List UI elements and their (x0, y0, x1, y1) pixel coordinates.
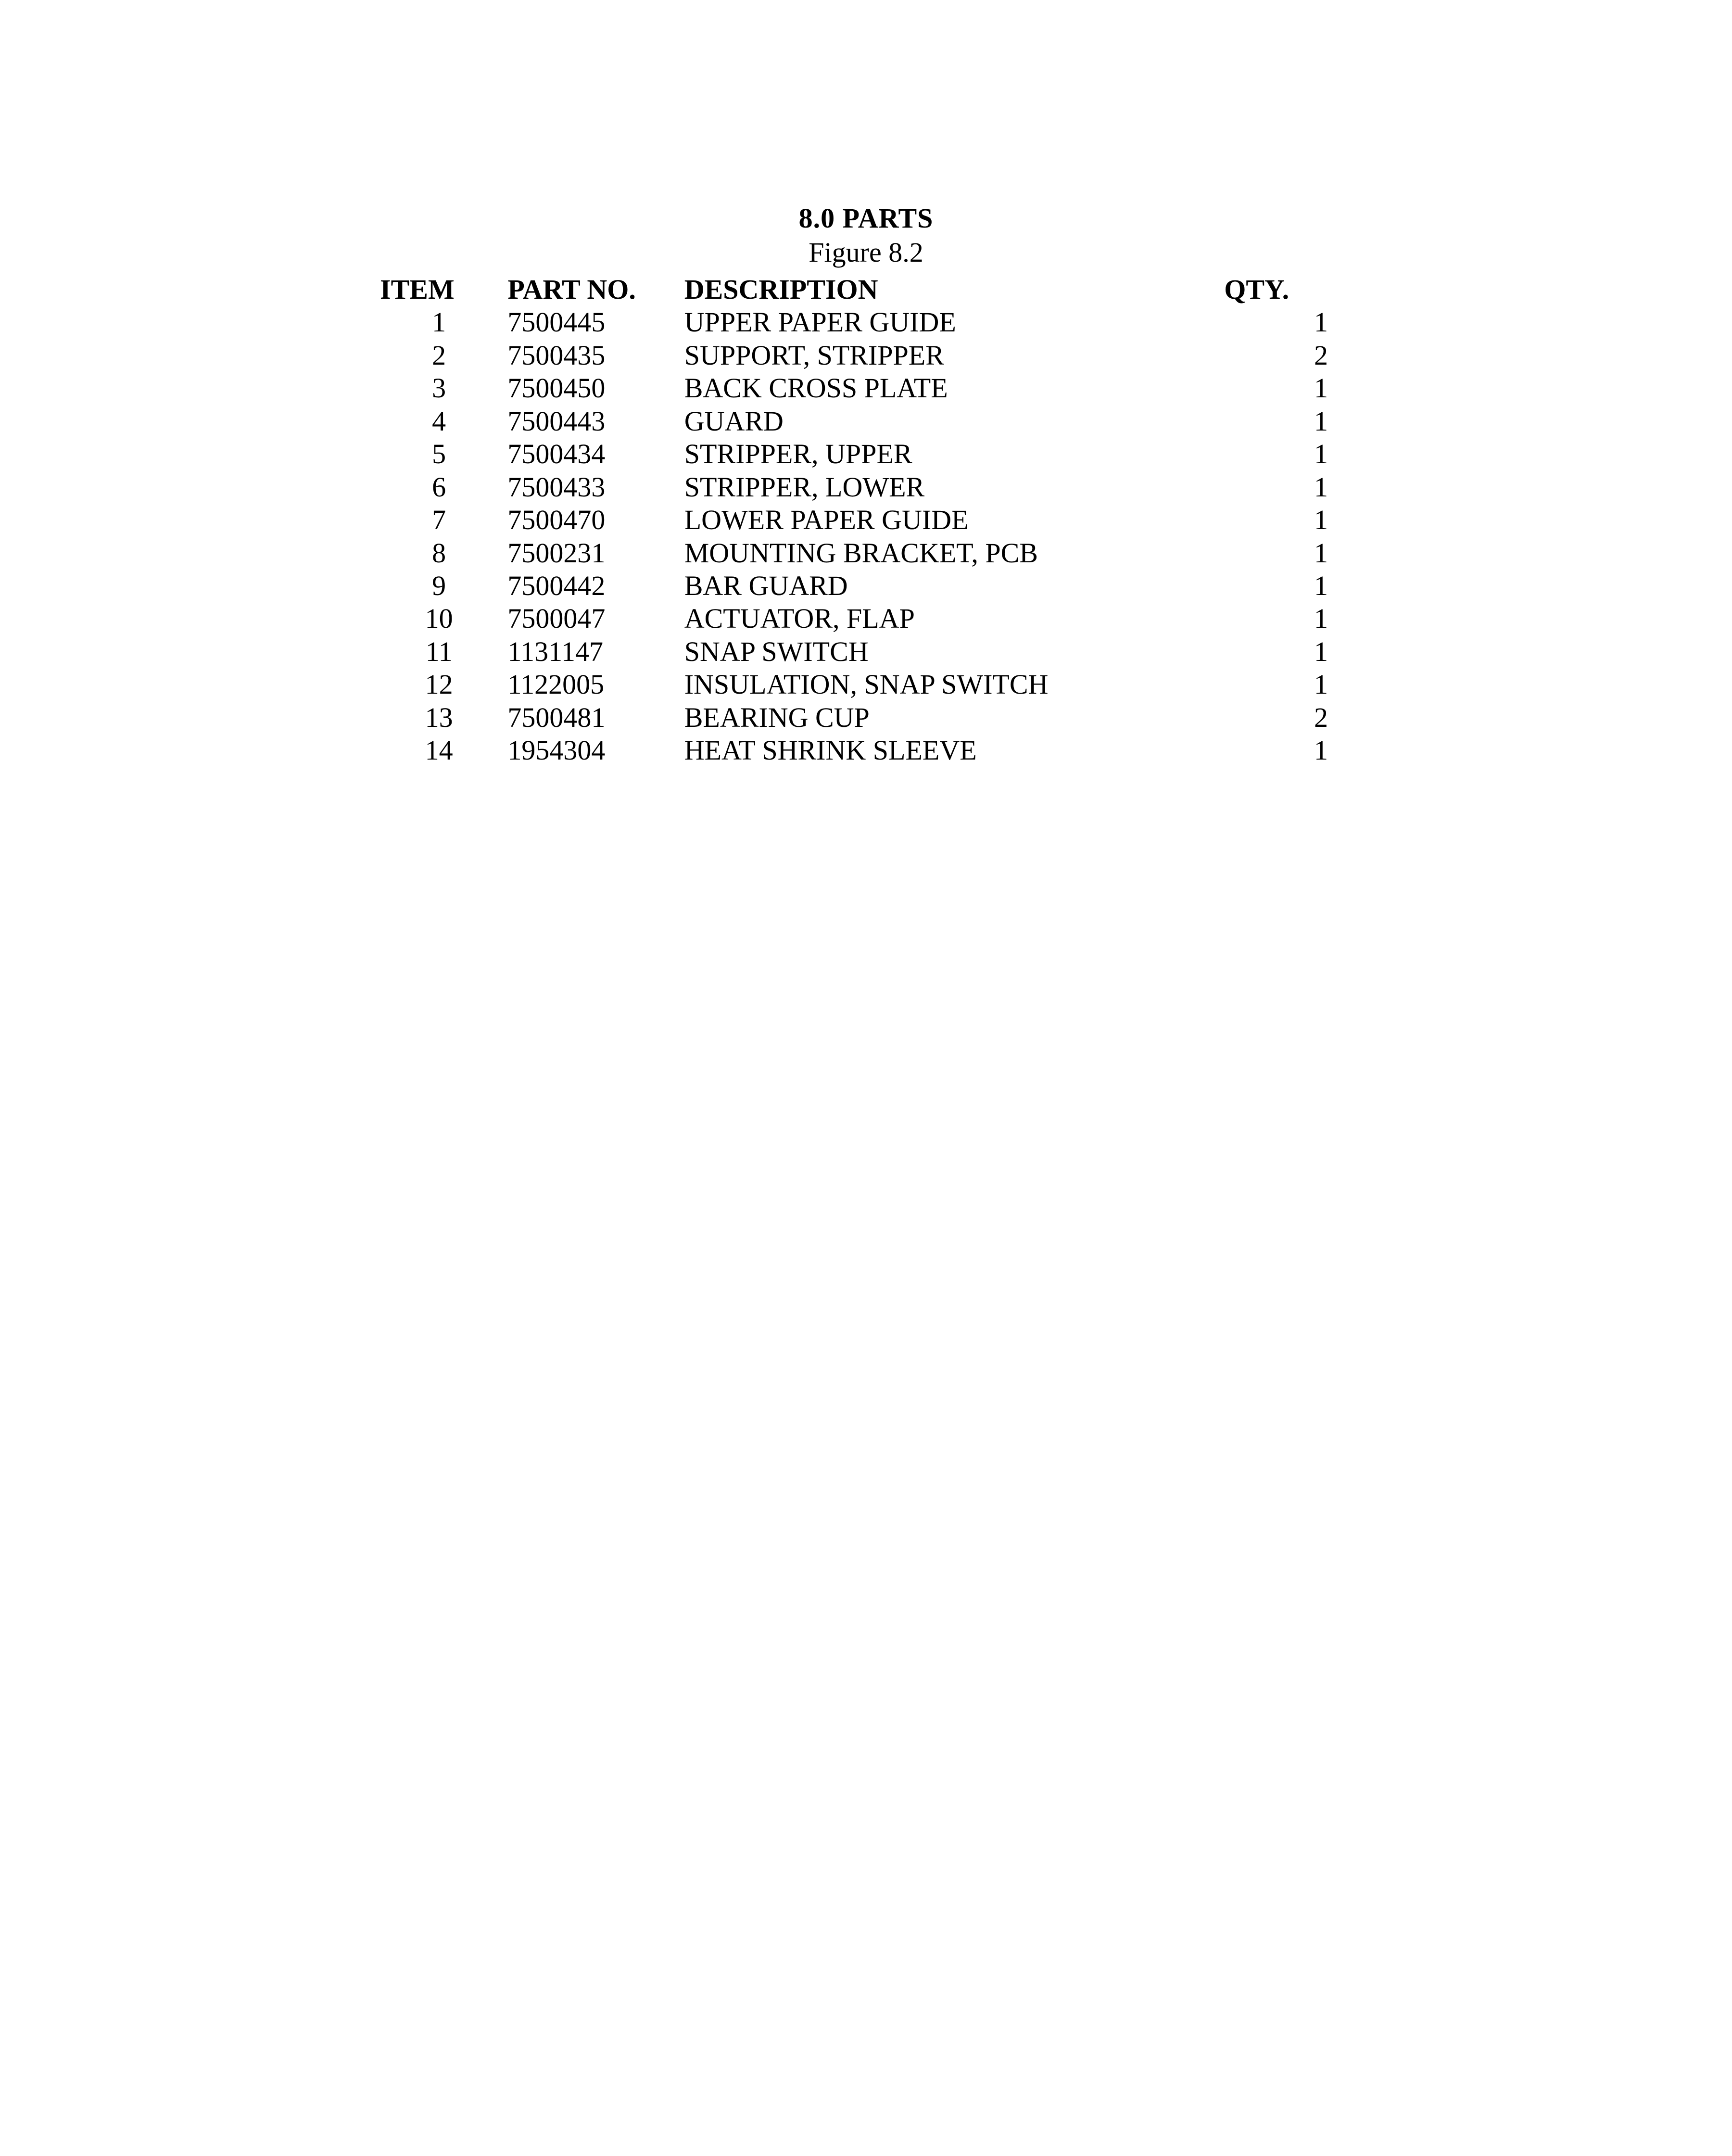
cell-qty: 2 (1219, 339, 1357, 372)
cell-item: 12 (375, 668, 503, 701)
col-header-part-no: PART NO. (503, 273, 679, 306)
table-row: 4 7500443 GUARD 1 (375, 405, 1357, 438)
table-row: 13 7500481 BEARING CUP 2 (375, 701, 1357, 734)
cell-part-no: 7500231 (503, 537, 679, 570)
cell-part-no: 1131147 (503, 635, 679, 668)
cell-description: STRIPPER, LOWER (680, 471, 1220, 504)
cell-qty: 1 (1219, 306, 1357, 339)
cell-part-no: 7500481 (503, 701, 679, 734)
cell-item: 14 (375, 734, 503, 767)
cell-part-no: 7500433 (503, 471, 679, 504)
table-row: 7 7500470 LOWER PAPER GUIDE 1 (375, 504, 1357, 536)
cell-part-no: 7500443 (503, 405, 679, 438)
cell-item: 4 (375, 405, 503, 438)
col-header-description: DESCRIPTION (680, 273, 1220, 306)
cell-part-no: 7500445 (503, 306, 679, 339)
cell-qty: 1 (1219, 602, 1357, 635)
table-row: 5 7500434 STRIPPER, UPPER 1 (375, 438, 1357, 470)
cell-description: STRIPPER, UPPER (680, 438, 1220, 470)
table-row: 1 7500445 UPPER PAPER GUIDE 1 (375, 306, 1357, 339)
cell-item: 2 (375, 339, 503, 372)
table-body: 1 7500445 UPPER PAPER GUIDE 1 2 7500435 … (375, 306, 1357, 767)
cell-description: SUPPORT, STRIPPER (680, 339, 1220, 372)
table-row: 8 7500231 MOUNTING BRACKET, PCB 1 (375, 537, 1357, 570)
section-title: 8.0 PARTS (375, 202, 1357, 234)
cell-description: MOUNTING BRACKET, PCB (680, 537, 1220, 570)
table-row: 6 7500433 STRIPPER, LOWER 1 (375, 471, 1357, 504)
cell-description: BEARING CUP (680, 701, 1220, 734)
cell-item: 7 (375, 504, 503, 536)
cell-item: 6 (375, 471, 503, 504)
parts-table: ITEM PART NO. DESCRIPTION QTY. 1 7500445… (375, 273, 1357, 767)
cell-item: 8 (375, 537, 503, 570)
table-header-row: ITEM PART NO. DESCRIPTION QTY. (375, 273, 1357, 306)
cell-item: 9 (375, 570, 503, 602)
table-row: 11 1131147 SNAP SWITCH 1 (375, 635, 1357, 668)
cell-part-no: 7500450 (503, 372, 679, 405)
cell-description: GUARD (680, 405, 1220, 438)
cell-item: 3 (375, 372, 503, 405)
figure-title: Figure 8.2 (375, 236, 1357, 268)
cell-qty: 1 (1219, 537, 1357, 570)
cell-part-no: 7500470 (503, 504, 679, 536)
cell-qty: 1 (1219, 471, 1357, 504)
cell-qty: 1 (1219, 438, 1357, 470)
cell-qty: 1 (1219, 570, 1357, 602)
cell-qty: 2 (1219, 701, 1357, 734)
cell-qty: 1 (1219, 405, 1357, 438)
cell-item: 13 (375, 701, 503, 734)
cell-description: BAR GUARD (680, 570, 1220, 602)
cell-description: INSULATION, SNAP SWITCH (680, 668, 1220, 701)
page-content: 8.0 PARTS Figure 8.2 ITEM PART NO. DESCR… (0, 0, 1732, 767)
cell-part-no: 7500047 (503, 602, 679, 635)
cell-description: ACTUATOR, FLAP (680, 602, 1220, 635)
cell-qty: 1 (1219, 734, 1357, 767)
cell-part-no: 7500434 (503, 438, 679, 470)
cell-qty: 1 (1219, 504, 1357, 536)
table-row: 14 1954304 HEAT SHRINK SLEEVE 1 (375, 734, 1357, 767)
cell-item: 5 (375, 438, 503, 470)
table-row: 10 7500047 ACTUATOR, FLAP 1 (375, 602, 1357, 635)
cell-description: BACK CROSS PLATE (680, 372, 1220, 405)
cell-description: UPPER PAPER GUIDE (680, 306, 1220, 339)
cell-item: 1 (375, 306, 503, 339)
cell-item: 11 (375, 635, 503, 668)
cell-part-no: 1954304 (503, 734, 679, 767)
table-row: 12 1122005 INSULATION, SNAP SWITCH 1 (375, 668, 1357, 701)
cell-qty: 1 (1219, 635, 1357, 668)
cell-description: HEAT SHRINK SLEEVE (680, 734, 1220, 767)
cell-part-no: 7500435 (503, 339, 679, 372)
cell-qty: 1 (1219, 668, 1357, 701)
cell-description: LOWER PAPER GUIDE (680, 504, 1220, 536)
cell-description: SNAP SWITCH (680, 635, 1220, 668)
table-row: 3 7500450 BACK CROSS PLATE 1 (375, 372, 1357, 405)
cell-item: 10 (375, 602, 503, 635)
table-row: 9 7500442 BAR GUARD 1 (375, 570, 1357, 602)
col-header-qty: QTY. (1219, 273, 1357, 306)
cell-part-no: 1122005 (503, 668, 679, 701)
cell-part-no: 7500442 (503, 570, 679, 602)
cell-qty: 1 (1219, 372, 1357, 405)
table-row: 2 7500435 SUPPORT, STRIPPER 2 (375, 339, 1357, 372)
col-header-item: ITEM (375, 273, 503, 306)
